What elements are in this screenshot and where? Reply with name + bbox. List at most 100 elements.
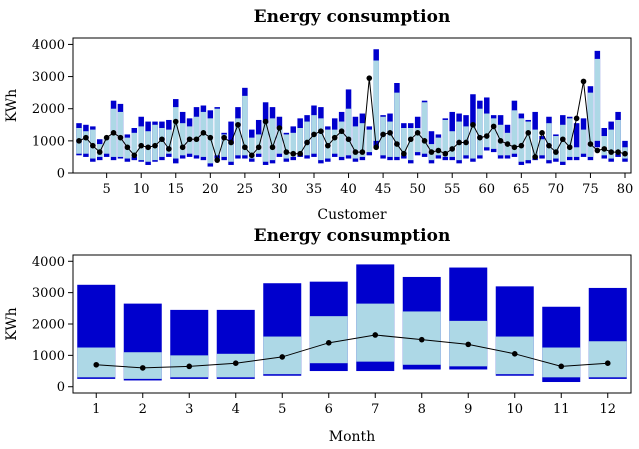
- range-bar-inner: [345, 108, 352, 156]
- mean-point: [228, 139, 234, 146]
- x-tick-label: 35: [306, 182, 323, 197]
- range-bar-inner: [477, 108, 483, 156]
- y-tick-label: 0: [57, 167, 65, 182]
- range-bar-inner: [318, 118, 324, 161]
- x-tick-label: 3: [185, 402, 193, 417]
- mean-point: [145, 144, 151, 151]
- range-bar-inner: [297, 128, 303, 154]
- mean-point: [608, 149, 614, 155]
- mean-point: [394, 141, 400, 147]
- range-bar-inner: [193, 116, 200, 156]
- range-bar-inner: [228, 144, 234, 162]
- mean-point: [76, 138, 82, 144]
- x-tick-label: 12: [599, 402, 616, 417]
- mean-point: [269, 144, 276, 151]
- mean-point: [435, 147, 442, 154]
- range-bar-inner: [255, 134, 262, 154]
- range-bar-inner: [214, 108, 220, 156]
- mean-point: [477, 134, 483, 141]
- range-bar-inner: [484, 113, 490, 148]
- y-tick-label: 4000: [32, 38, 65, 53]
- mean-point: [352, 149, 359, 155]
- x-tick-label: 45: [375, 182, 392, 197]
- mean-point: [186, 136, 193, 143]
- mean-point: [558, 363, 565, 370]
- range-bar-inner: [262, 123, 269, 162]
- chart-title: Energy consumption: [254, 226, 451, 246]
- mean-point: [490, 123, 497, 130]
- mean-point: [131, 152, 138, 159]
- mean-point: [449, 146, 456, 152]
- mean-point: [172, 118, 179, 125]
- mean-point: [483, 133, 490, 139]
- range-bar-inner: [470, 124, 476, 159]
- mean-point: [387, 130, 393, 136]
- y-axis-label: KWh: [4, 307, 20, 340]
- range-bar-inner: [290, 132, 297, 157]
- mean-point: [539, 130, 545, 136]
- range-bar-inner: [566, 118, 573, 157]
- mean-line: [78, 78, 626, 162]
- x-tick-label: 50: [409, 182, 426, 197]
- mean-point: [124, 144, 131, 151]
- mean-point: [186, 363, 193, 370]
- range-bar-inner: [394, 92, 400, 157]
- range-bar-inner: [373, 60, 379, 141]
- x-tick-label: 65: [513, 182, 530, 197]
- x-tick-label: 70: [548, 182, 565, 197]
- range-bar-inner: [235, 118, 241, 156]
- mean-point: [152, 142, 158, 149]
- plot-frame: [72, 37, 632, 174]
- mean-point: [242, 144, 248, 151]
- range-bar-inner: [366, 129, 373, 153]
- x-tick-label: 10: [133, 182, 150, 197]
- range-bar-inner: [242, 95, 248, 156]
- range-bar-inner: [407, 128, 414, 161]
- mean-point: [546, 142, 552, 149]
- range-bar-inner: [594, 58, 601, 141]
- range-bar-inner: [304, 121, 310, 156]
- mean-point: [456, 139, 462, 146]
- x-tick-label: 4: [232, 402, 240, 417]
- mean-point: [372, 332, 379, 338]
- mean-point: [331, 134, 338, 141]
- mean-point: [297, 150, 303, 157]
- mean-point: [96, 149, 103, 155]
- x-tick-label: 20: [202, 182, 219, 197]
- mean-point: [428, 149, 435, 155]
- range-bar-inner: [580, 129, 587, 154]
- mean-point: [559, 136, 566, 143]
- range-bar-inner: [588, 341, 627, 378]
- range-bar-inner: [131, 132, 138, 157]
- mean-point: [232, 360, 239, 367]
- range-bar-inner: [414, 128, 421, 153]
- mean-point: [93, 361, 100, 368]
- mean-point: [518, 142, 525, 149]
- range-bar-inner: [352, 126, 359, 159]
- x-axis-label: Customer: [317, 207, 387, 223]
- range-bar-inner: [442, 119, 449, 157]
- y-tick-label: 3000: [32, 70, 65, 85]
- mean-point: [622, 150, 628, 157]
- mean-point: [566, 144, 573, 151]
- mean-point: [117, 134, 124, 141]
- range-bar-inner: [421, 102, 428, 154]
- y-tick-label: 2000: [32, 102, 65, 117]
- range-bar-inner: [166, 129, 172, 154]
- x-tick-label: 25: [237, 182, 254, 197]
- range-bar-inner: [615, 119, 621, 154]
- range-bar-inner: [338, 121, 345, 157]
- mean-point: [414, 130, 421, 136]
- mean-point: [465, 341, 472, 348]
- mean-point: [366, 75, 373, 81]
- mean-point: [421, 138, 428, 144]
- mean-point: [279, 354, 286, 360]
- mean-point: [615, 149, 621, 155]
- x-axis-label: Month: [329, 429, 375, 445]
- range-bar-inner: [560, 124, 566, 162]
- range-bar-inner: [490, 118, 497, 149]
- x-tick-label: 15: [167, 182, 184, 197]
- mean-point: [103, 134, 110, 141]
- mean-point: [193, 136, 200, 143]
- mean-point: [214, 157, 221, 163]
